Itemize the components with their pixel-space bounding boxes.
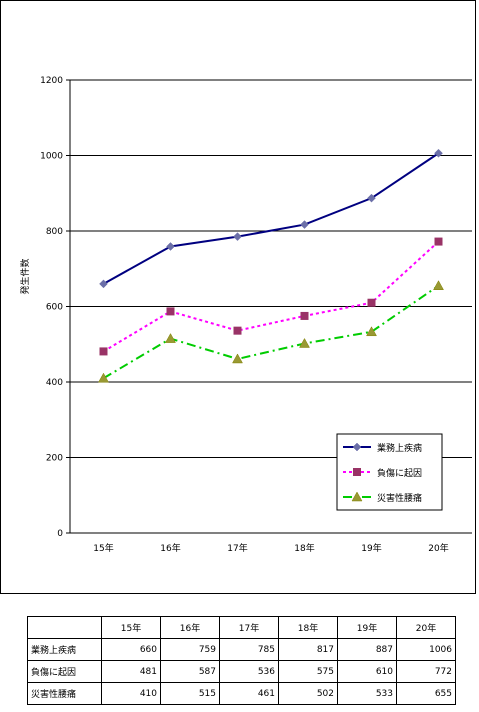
legend-label: 負傷に起因: [377, 467, 422, 479]
table-cell: 461: [219, 682, 279, 705]
legend-marker: [351, 491, 363, 502]
chart-frame: [0, 0, 476, 594]
table-column-header: 18年: [278, 616, 338, 639]
table-cell: 817: [278, 638, 338, 661]
table-column-header: 19年: [337, 616, 397, 639]
table-cell: 536: [219, 660, 279, 683]
data-point: [299, 337, 310, 348]
data-point: [165, 333, 176, 343]
data-point: [99, 279, 108, 289]
table-column-header: 15年: [101, 616, 161, 639]
table-row-label: 業務上疾病: [27, 638, 102, 661]
table-cell: 887: [337, 638, 397, 661]
y-tick-label: 600: [46, 303, 63, 313]
table-cell: 410: [101, 682, 161, 705]
table-row-label: 災害性腰痛: [27, 682, 102, 705]
table-corner-cell: [27, 616, 102, 639]
data-point: [367, 298, 376, 307]
y-tick-label: 0: [57, 529, 63, 539]
data-table: 15年 16年 17年 18年 19年 20年 業務上疾病 660 759 78…: [27, 616, 456, 705]
table-cell: 533: [337, 682, 397, 705]
table-cell: 660: [101, 638, 161, 661]
table-cell: 772: [396, 660, 456, 683]
table-cell: 785: [219, 638, 279, 661]
legend-label: 業務上疾病: [377, 442, 422, 454]
table-cell: 481: [101, 660, 161, 683]
y-tick-label: 400: [46, 378, 63, 388]
x-tick-label: 20年: [428, 542, 448, 554]
y-tick-label: 200: [46, 454, 63, 464]
table-cell: 502: [278, 682, 338, 705]
y-tick-label: 1000: [40, 152, 63, 162]
table-cell: 575: [278, 660, 338, 683]
data-point: [99, 347, 108, 356]
data-point: [232, 353, 243, 364]
data-point: [434, 148, 443, 158]
data-point: [98, 372, 109, 383]
series-line: [102, 284, 440, 380]
table-column-header: 16年: [160, 616, 220, 639]
y-axis-label: 発生件数: [19, 258, 31, 294]
table-cell: 759: [160, 638, 220, 661]
data-point: [300, 220, 309, 229]
table-row: 負傷に起因 481 587 536 575 610 772: [27, 660, 456, 683]
data-point: [300, 311, 309, 320]
table-column-header: 17年: [219, 616, 279, 639]
data-point: [233, 326, 242, 335]
data-point: [166, 242, 175, 251]
x-tick-label: 15年: [93, 542, 113, 554]
data-point: [366, 326, 377, 337]
x-tick-label: 16年: [160, 542, 180, 554]
x-tick-label: 17年: [227, 542, 247, 554]
x-tick-label: 19年: [361, 542, 381, 554]
y-tick-label: 1200: [40, 76, 63, 86]
data-point: [166, 307, 175, 316]
line-chart: 0 200 400 600 800 1000 1200 15年 16年 17年 18年 19年 20年 発…: [19, 76, 472, 554]
table-cell: 610: [337, 660, 397, 683]
series-line: [102, 240, 440, 353]
table-cell: 587: [160, 660, 220, 683]
data-point: [233, 232, 242, 242]
series-line: [103, 152, 440, 285]
table-row-label: 負傷に起因: [27, 660, 102, 683]
data-point: [434, 237, 443, 246]
legend-label: 災害性腰痛: [377, 492, 422, 504]
data-point: [433, 280, 444, 290]
table-cell: 655: [396, 682, 456, 705]
table-row: 災害性腰痛 410 515 461 502 533 655: [27, 682, 456, 705]
table-column-header: 20年: [396, 616, 456, 639]
table-cell: 515: [160, 682, 220, 705]
table-row: 業務上疾病 660 759 785 817 887 1006: [27, 638, 456, 661]
legend-marker: [352, 442, 362, 452]
y-tick-label: 800: [46, 227, 63, 237]
legend-marker: [353, 468, 361, 476]
x-tick-label: 18年: [294, 542, 314, 554]
data-point: [367, 193, 376, 203]
table-cell: 1006: [396, 638, 456, 661]
table-header-row: 15年 16年 17年 18年 19年 20年: [27, 616, 456, 639]
